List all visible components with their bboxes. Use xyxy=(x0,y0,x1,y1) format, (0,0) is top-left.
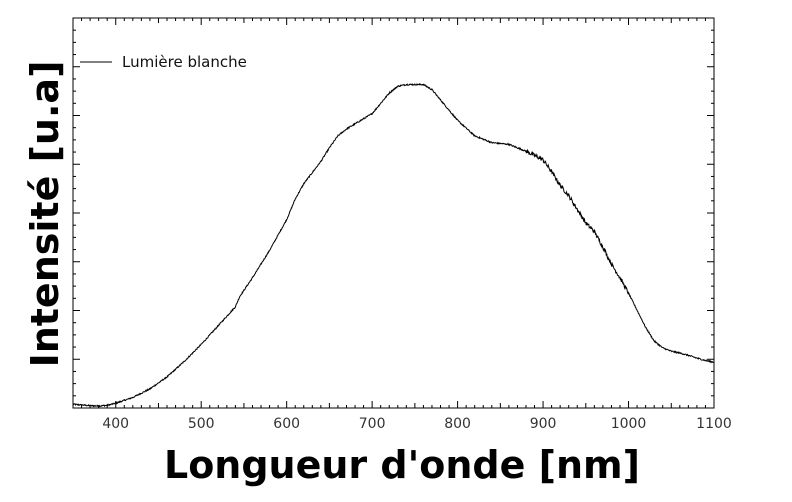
x-tick-label-700: 700 xyxy=(359,416,386,432)
series-line-0 xyxy=(72,82,715,408)
x-tick-label-1100: 1100 xyxy=(696,416,732,432)
legend-label-lumiere-blanche: Lumière blanche xyxy=(122,53,247,71)
x-axis-tick-labels: 400 500 600 700 800 900 1000 1100 xyxy=(102,416,731,432)
x-tick-label-400: 400 xyxy=(102,416,129,432)
y-axis-ticks xyxy=(73,17,714,409)
x-tick-label-1000: 1000 xyxy=(611,416,647,432)
y-axis-title: Intensité [u.a] xyxy=(23,61,67,368)
legend: Lumière blanche xyxy=(80,53,247,71)
x-axis-title: Longueur d'onde [nm] xyxy=(164,443,640,487)
x-tick-label-600: 600 xyxy=(273,416,300,432)
series-group xyxy=(72,82,715,408)
x-tick-label-800: 800 xyxy=(444,416,471,432)
x-tick-label-500: 500 xyxy=(188,416,215,432)
plot-frame xyxy=(72,17,715,409)
x-tick-label-900: 900 xyxy=(530,416,557,432)
x-axis-ticks xyxy=(72,18,715,408)
